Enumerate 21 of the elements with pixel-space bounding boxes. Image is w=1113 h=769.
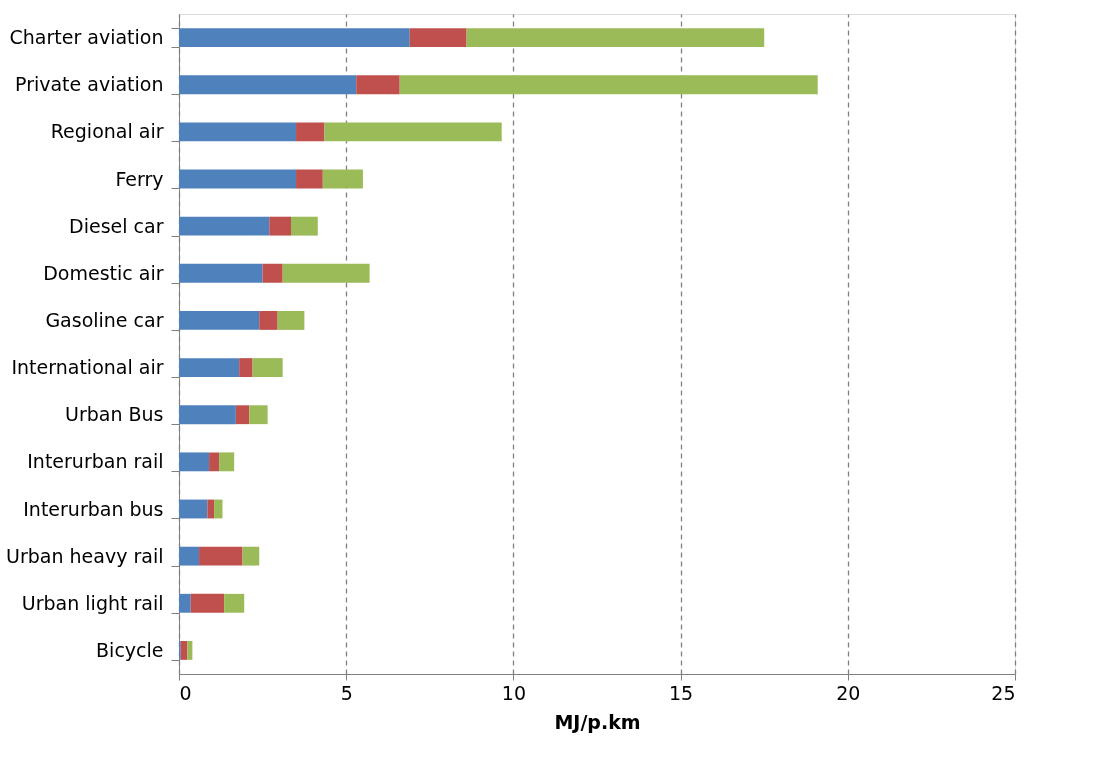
x-tick-label: 25 xyxy=(991,681,1016,704)
y-tick-label: International air xyxy=(11,356,164,379)
y-tick-label: Regional air xyxy=(50,120,164,143)
x-tick-label: 0 xyxy=(179,681,192,704)
y-tick-label: Interurban rail xyxy=(27,450,164,473)
y-tick-label: Urban heavy rail xyxy=(6,544,164,567)
y-tick-label: Gasoline car xyxy=(45,308,164,331)
y-tick-label: Diesel car xyxy=(69,214,164,237)
x-tick-label: 10 xyxy=(501,681,526,704)
y-tick-label: Ferry xyxy=(115,167,164,190)
x-tick-label: 5 xyxy=(340,681,353,704)
x-axis-title: MJ/p.km xyxy=(554,710,641,733)
y-tick-label: Interurban bus xyxy=(23,497,164,520)
y-tick-label: Bicycle xyxy=(96,638,164,661)
y-tick-label: Domestic air xyxy=(43,261,164,284)
x-tick-label: 20 xyxy=(836,681,861,704)
y-tick-label: Private aviation xyxy=(15,73,164,96)
x-tick-label: 15 xyxy=(669,681,694,704)
y-tick-label: Urban light rail xyxy=(21,591,164,614)
y-tick-label: Charter aviation xyxy=(9,26,164,49)
y-tick-label: Urban Bus xyxy=(65,403,164,426)
